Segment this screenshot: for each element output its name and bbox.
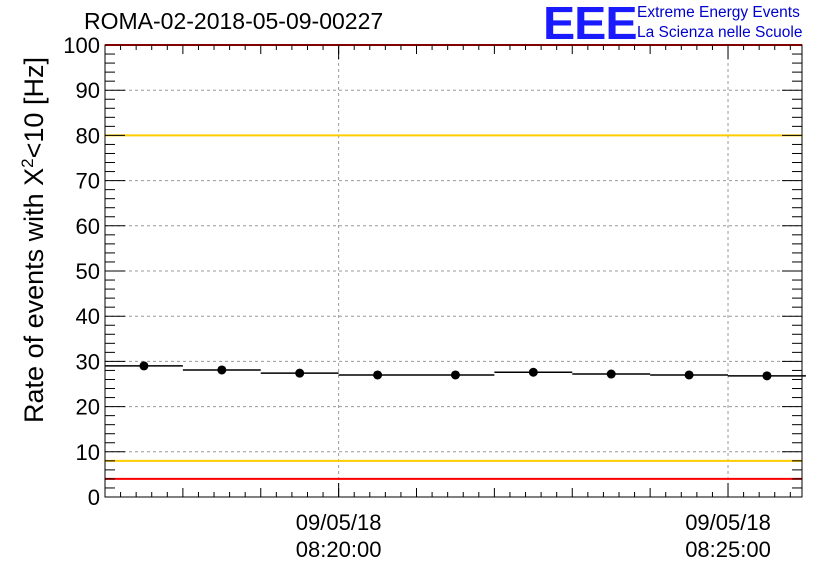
x-tick-time: 08:25:00 <box>685 537 771 562</box>
plot-frame <box>104 44 803 498</box>
x-tick-date: 09/05/18 <box>685 510 771 535</box>
y-axis-label-tail: <10 [Hz] <box>19 57 49 159</box>
y-tick-label: 100 <box>63 33 100 58</box>
data-point <box>139 361 149 371</box>
y-axis-label: Rate of events with X2<10 [Hz] <box>18 57 50 423</box>
y-tick-label: 90 <box>76 78 100 103</box>
y-tick-label: 0 <box>88 485 100 510</box>
y-tick-label: 60 <box>76 214 100 239</box>
data-point <box>295 368 305 378</box>
data-point <box>762 371 772 381</box>
eee-logo-mark: EEE <box>543 0 638 49</box>
x-tick-date: 09/05/18 <box>296 510 382 535</box>
data-point <box>373 370 383 380</box>
y-axis-label-superscript: 2 <box>18 158 37 168</box>
y-tick-label: 30 <box>76 349 100 374</box>
data-point <box>528 367 538 377</box>
y-tick-label: 70 <box>76 169 100 194</box>
y-tick-labels: 0 10 20 30 40 50 60 70 80 90 100 <box>63 33 100 510</box>
data-series <box>105 361 806 381</box>
grid-lines <box>105 45 802 497</box>
y-tick-label: 80 <box>76 123 100 148</box>
y-tick-label: 20 <box>76 395 100 420</box>
axis-ticks <box>104 44 802 498</box>
logo-line-1: Extreme Energy Events <box>637 4 800 21</box>
chart-title: ROMA-02-2018-05-09-00227 <box>84 8 384 34</box>
y-tick-label: 40 <box>76 304 100 329</box>
data-point <box>217 365 227 375</box>
data-point <box>684 370 694 380</box>
x-tick-time: 08:20:00 <box>296 537 382 562</box>
data-point <box>606 369 616 379</box>
reference-lines <box>105 44 802 480</box>
y-tick-label: 50 <box>76 259 100 284</box>
y-axis-label-main: Rate of events with X <box>19 167 49 423</box>
data-point <box>450 370 460 380</box>
logo-line-2: La Scienza nelle Scuole <box>637 24 803 41</box>
y-tick-label: 10 <box>76 440 100 465</box>
